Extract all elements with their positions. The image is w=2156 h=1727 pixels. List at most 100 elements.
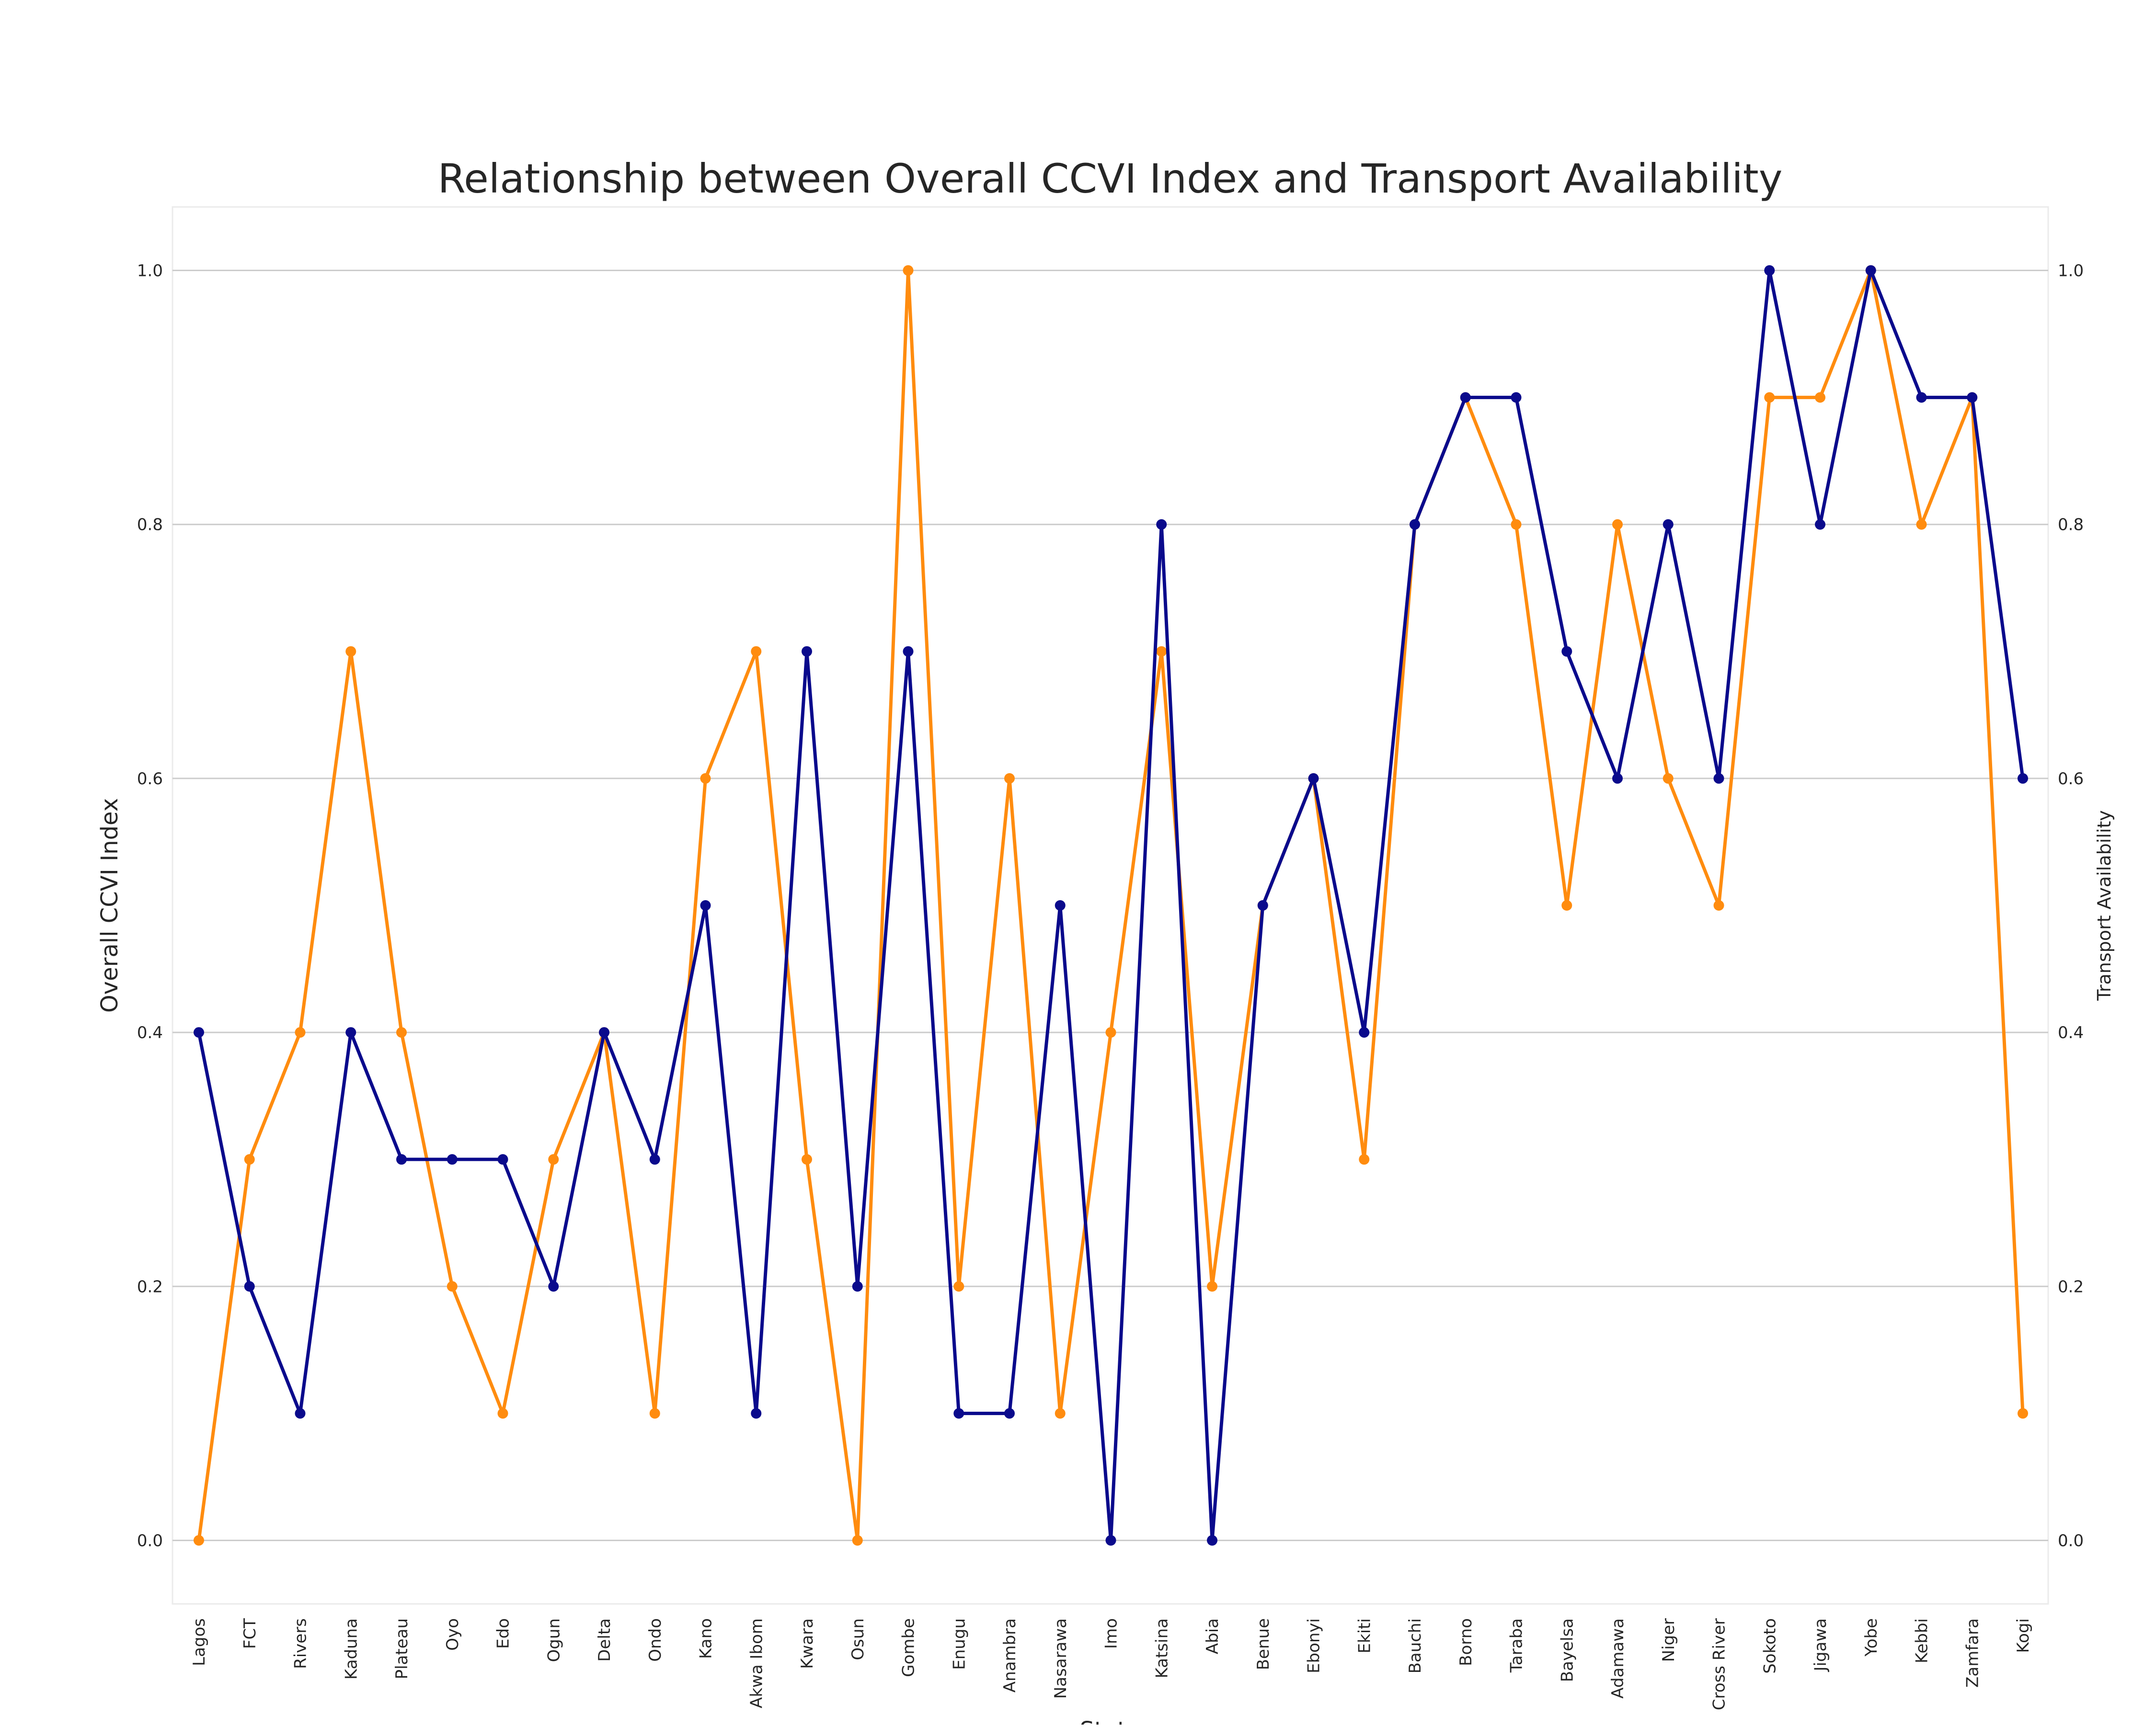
x-tick-label: Yobe [1862,1618,1881,1657]
left-y-tick-label: 0.6 [137,769,163,789]
series-2 [194,265,2028,1546]
data-point [1004,773,1015,784]
x-tick-label: Cross River [1710,1618,1729,1710]
data-point [852,1281,863,1292]
right-y-tick-label: 0.0 [2058,1531,2084,1550]
data-point [802,646,812,657]
x-tick-label: Anambra [1000,1618,1020,1693]
left-y-tick-label: 0.0 [137,1531,163,1550]
data-point [1916,392,1927,403]
x-tick-label: Taraba [1507,1618,1526,1673]
data-point [1004,1408,1015,1419]
x-tick-label: Abia [1203,1618,1222,1654]
x-tick-label: Kaduna [342,1618,361,1680]
data-point [244,1154,255,1165]
data-point [1663,519,1674,530]
data-point [1359,1154,1370,1165]
data-point [1511,519,1522,530]
data-point [1207,1281,1217,1292]
data-point [1055,900,1066,911]
x-tick-label: FCT [241,1618,260,1649]
x-tick-label: Gombe [899,1618,918,1677]
data-point [1713,900,1724,911]
x-tick-label: Lagos [190,1618,209,1666]
data-point [700,900,711,911]
x-tick-label: Jigawa [1811,1618,1830,1672]
data-point [244,1281,255,1292]
x-tick-label: Katsina [1152,1618,1171,1678]
x-tick-label: Adamawa [1608,1618,1628,1699]
data-point [194,1535,204,1546]
data-point [345,1027,356,1038]
data-point [1257,900,1268,911]
left-y-tick-label: 0.4 [137,1023,163,1042]
x-tick-label: Delta [595,1618,614,1662]
data-point [751,646,762,657]
data-point [700,773,711,784]
right-y-tick-label: 0.2 [2058,1277,2084,1296]
x-tick-label: Nasarawa [1051,1618,1070,1699]
data-point [1156,519,1167,530]
data-point [497,1154,508,1165]
x-tick-label: Kogi [2014,1618,2033,1653]
data-point [497,1408,508,1419]
x-tick-label: Zamfara [1963,1618,1982,1688]
data-point [903,265,914,276]
grid-lines [172,270,2048,1541]
x-tick-label: Borno [1456,1618,1476,1666]
data-point [295,1408,306,1419]
data-point [447,1154,458,1165]
data-point [751,1408,762,1419]
x-tick-label: Ogun [544,1618,563,1662]
data-point [1410,519,1420,530]
x-tick-label: Plateau [392,1618,412,1679]
x-tick-label: Bayelsa [1558,1618,1577,1682]
data-point [1865,265,1876,276]
data-point [1663,773,1674,784]
left-y-tick-label: 1.0 [137,262,163,281]
x-tick-label: Ekiti [1355,1618,1374,1653]
x-tick-label: Kano [697,1618,716,1659]
x-tick-label: Niger [1659,1618,1678,1662]
data-point [1815,392,1825,403]
left-y-tick-label: 0.8 [137,515,163,535]
data-point [1359,1027,1370,1038]
data-point [649,1408,660,1419]
x-tick-label: Benue [1254,1618,1273,1670]
data-point [1815,519,1825,530]
data-point [548,1154,559,1165]
data-point [1612,773,1623,784]
x-tick-label: Kebbi [1913,1618,1932,1663]
data-point [1207,1535,1217,1546]
right-y-tick-label: 0.6 [2058,769,2084,789]
data-point [1055,1408,1066,1419]
x-tick-label: Osun [849,1618,868,1660]
data-point [1308,773,1319,784]
data-point [194,1027,204,1038]
left-y-ticks: 0.0 0.2 0.4 0.6 0.8 1.0 [137,262,163,1551]
x-tick-label: Sokoto [1760,1618,1779,1674]
data-point [1916,519,1927,530]
right-y-tick-label: 0.8 [2058,515,2084,535]
chart-title: Relationship between Overall CCVI Index … [438,155,1783,202]
data-point [1764,392,1775,403]
x-tick-label: Enugu [950,1618,969,1670]
data-point [2018,1408,2028,1419]
data-point [1713,773,1724,784]
data-point [1105,1027,1116,1038]
x-tick-label: Rivers [291,1618,310,1669]
data-point [1105,1535,1116,1546]
left-y-tick-label: 0.2 [137,1277,163,1296]
x-tick-label: Bauchi [1406,1618,1425,1673]
data-point [396,1027,407,1038]
data-point [1561,646,1572,657]
x-tick-label: Edo [494,1618,513,1649]
data-point [1967,392,1978,403]
data-point [852,1535,863,1546]
x-tick-label: Oyo [443,1618,462,1651]
x-tick-label: Imo [1102,1618,1121,1649]
y-axis-label-left: Overall CCVI Index [96,798,123,1013]
series-layer [194,265,2028,1546]
x-tick-label: Kwara [798,1618,817,1669]
